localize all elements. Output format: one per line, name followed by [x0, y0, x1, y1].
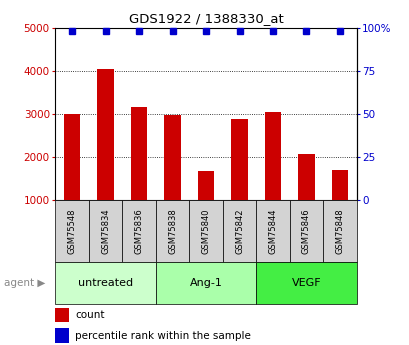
- Bar: [130, 107, 147, 200]
- FancyBboxPatch shape: [289, 200, 322, 262]
- FancyBboxPatch shape: [155, 200, 189, 262]
- Text: GSM75836: GSM75836: [134, 208, 143, 254]
- Bar: [264, 112, 281, 200]
- FancyBboxPatch shape: [122, 200, 155, 262]
- Bar: [97, 69, 114, 200]
- FancyBboxPatch shape: [256, 262, 356, 304]
- Bar: [55, 328, 69, 343]
- FancyBboxPatch shape: [89, 200, 122, 262]
- Text: GSM75844: GSM75844: [268, 208, 277, 254]
- Text: GSM75840: GSM75840: [201, 208, 210, 254]
- Text: GSM75834: GSM75834: [101, 208, 110, 254]
- Text: GSM75842: GSM75842: [234, 208, 243, 254]
- FancyBboxPatch shape: [155, 262, 256, 304]
- Bar: [63, 114, 80, 200]
- Text: untreated: untreated: [78, 278, 133, 288]
- FancyBboxPatch shape: [189, 200, 222, 262]
- Text: GSM75846: GSM75846: [301, 208, 310, 254]
- Text: GSM75848: GSM75848: [335, 208, 344, 254]
- Text: Ang-1: Ang-1: [189, 278, 222, 288]
- FancyBboxPatch shape: [256, 200, 289, 262]
- Bar: [197, 171, 214, 200]
- Text: GSM75838: GSM75838: [168, 208, 177, 254]
- Text: GSM75548: GSM75548: [67, 208, 76, 254]
- Bar: [231, 119, 247, 200]
- FancyBboxPatch shape: [55, 262, 155, 304]
- Bar: [164, 115, 180, 200]
- Text: percentile rank within the sample: percentile rank within the sample: [75, 331, 250, 341]
- Text: count: count: [75, 310, 104, 320]
- Bar: [297, 154, 314, 200]
- FancyBboxPatch shape: [222, 200, 256, 262]
- FancyBboxPatch shape: [322, 200, 356, 262]
- Bar: [55, 308, 69, 322]
- Title: GDS1922 / 1388330_at: GDS1922 / 1388330_at: [128, 12, 283, 25]
- Text: VEGF: VEGF: [291, 278, 321, 288]
- Text: agent ▶: agent ▶: [4, 278, 45, 288]
- Bar: [331, 170, 348, 200]
- FancyBboxPatch shape: [55, 200, 89, 262]
